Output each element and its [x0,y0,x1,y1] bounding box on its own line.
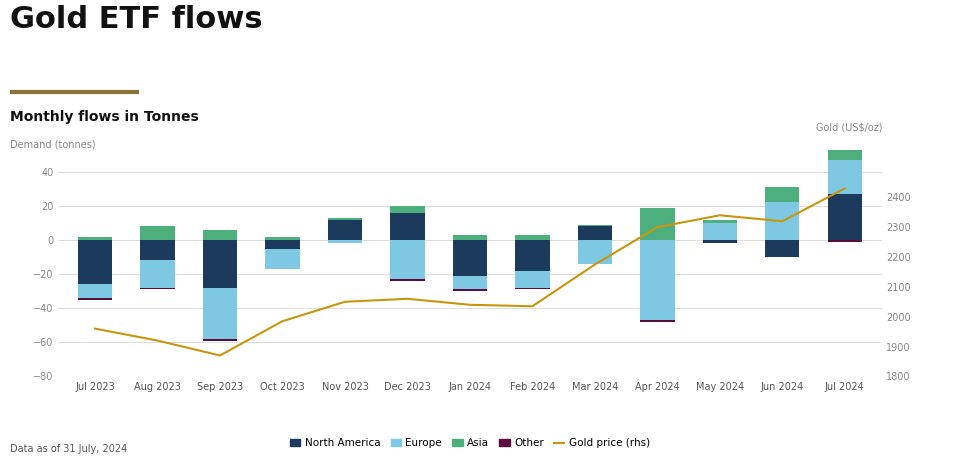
Bar [453,240,487,276]
Bar [515,288,550,290]
Bar [641,207,674,240]
Bar [202,230,237,240]
Bar [390,206,425,213]
Bar [828,240,862,242]
Bar [641,320,674,322]
Bar [703,223,737,240]
Text: Gold (US$/oz): Gold (US$/oz) [816,123,882,133]
Bar [140,226,175,240]
Bar [577,240,612,264]
Bar [140,240,175,260]
Text: Gold ETF flows: Gold ETF flows [10,5,262,34]
Bar [453,276,487,290]
Bar [828,194,862,240]
Bar [453,290,487,291]
Bar [202,240,237,288]
Bar [140,288,175,290]
Bar [453,235,487,240]
Bar [78,236,112,240]
Bar [828,160,862,194]
Bar [266,240,299,248]
Bar [828,150,862,160]
Bar [703,240,737,243]
Bar [765,240,800,257]
Text: Data as of 31 July, 2024: Data as of 31 July, 2024 [10,444,127,454]
Bar [266,248,299,269]
Bar [266,236,299,240]
Bar [577,224,612,226]
Bar [78,240,112,284]
Text: Demand (tonnes): Demand (tonnes) [10,140,95,150]
Bar [515,271,550,288]
Legend: North America, Europe, Asia, Other, Gold price (rhs): North America, Europe, Asia, Other, Gold… [286,434,654,453]
Bar [202,288,237,339]
Bar [577,226,612,240]
Bar [328,218,363,219]
Bar [140,260,175,288]
Bar [641,240,674,320]
Bar [390,279,425,281]
Bar [515,240,550,271]
Bar [515,235,550,240]
Bar [765,202,800,240]
Text: Monthly flows in Tonnes: Monthly flows in Tonnes [10,110,199,124]
Bar [328,240,363,243]
Bar [328,219,363,240]
Bar [202,339,237,341]
Bar [765,187,800,202]
Bar [703,219,737,223]
Bar [390,213,425,240]
Bar [78,298,112,300]
Bar [390,240,425,279]
Bar [78,284,112,298]
